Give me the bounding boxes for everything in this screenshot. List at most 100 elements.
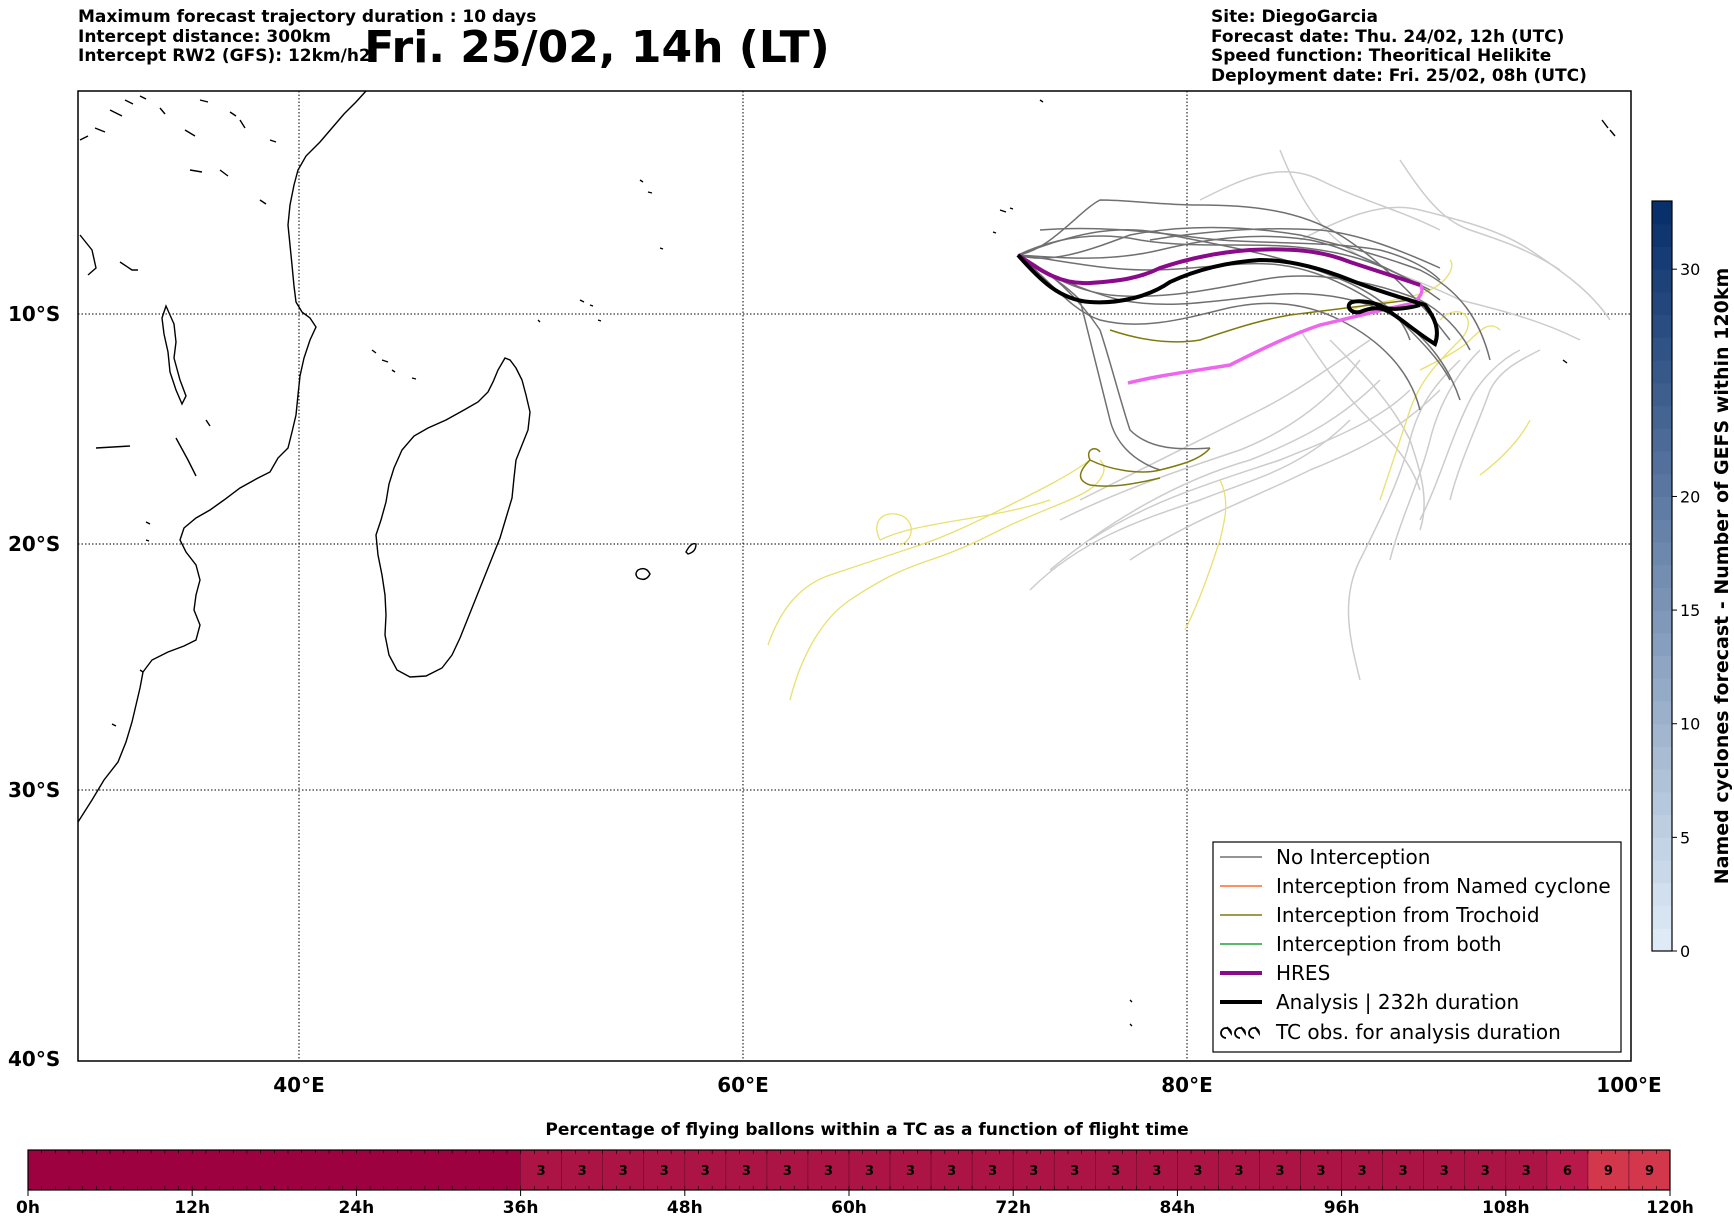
trochoid-track [1079, 447, 1211, 487]
lat-label-30s: 30°S [8, 778, 60, 802]
legend: No Interception Interception from Named … [1212, 841, 1622, 1053]
time-bar-value: 3 [1070, 1164, 1079, 1179]
colorbar-cell [1652, 473, 1672, 497]
colorbar-cell [1652, 428, 1672, 452]
madagascar-coastline [375, 357, 531, 678]
light-track [1299, 206, 1611, 321]
time-bar-cell [1423, 1149, 1466, 1191]
time-bar-value: 9 [1645, 1164, 1654, 1179]
colorbar-cells [1652, 201, 1672, 952]
time-bar-tick-label: 108h [1482, 1198, 1530, 1218]
light-track [1029, 419, 1351, 591]
lon-label-40e: 40°E [273, 1073, 325, 1097]
light-track [1199, 171, 1441, 231]
light-track [1389, 349, 1481, 561]
no-interception-track [1017, 254, 1211, 450]
time-bar-cell [1095, 1149, 1137, 1191]
light-track [1399, 159, 1561, 271]
time-bar-cell [1053, 1149, 1096, 1191]
colorbar-cell [1652, 564, 1672, 588]
time-bar-tick-label: 0h [16, 1198, 40, 1218]
time-bar-value: 6 [1563, 1164, 1572, 1179]
time-bar-title: Percentage of flying ballons within a TC… [545, 1120, 1188, 1140]
colorbar-cell [1652, 291, 1672, 316]
light-track [1079, 339, 1371, 501]
legend-label-named-cyclone: Interception from Named cyclone [1276, 874, 1611, 898]
time-bar-cells: 3 3 3 3 3 3 3 3 3 3 3 3 3 3 3 3 3 3 3 3 3 3 3 3 3 6 9 9 [27, 1149, 1671, 1191]
lon-label-80e: 80°E [1161, 1073, 1213, 1097]
no-interception-track [1017, 226, 1491, 361]
header-speed-function: Speed function: Theoritical Helikite [1211, 46, 1552, 66]
colorbar-tick-label: 15 [1680, 601, 1700, 620]
legend-label-no-interception: No Interception [1276, 845, 1430, 869]
colorbar-cell [1652, 837, 1672, 861]
yellow-track [876, 499, 1051, 546]
no-interception-track [1039, 227, 1441, 281]
colorbar-cell [1652, 610, 1672, 634]
time-bar-cell [889, 1149, 932, 1191]
time-bar-value: 3 [1276, 1164, 1285, 1179]
colorbar-cell [1652, 723, 1672, 747]
time-bar-tick-label: 84h [1160, 1198, 1196, 1218]
time-bar-value: 3 [1193, 1164, 1202, 1179]
header-duration: Maximum forecast trajectory duration : 1… [78, 7, 537, 27]
header-forecast-date: Forecast date: Thu. 24/02, 12h (UTC) [1211, 26, 1565, 47]
chagos-dots [992, 99, 1616, 234]
trochoid-interception-tracks [1079, 299, 1411, 487]
time-bar-cell [1341, 1149, 1383, 1191]
time-bar-value: 3 [537, 1164, 546, 1179]
light-track [1129, 389, 1441, 561]
time-bar-value: 3 [1029, 1164, 1038, 1179]
colorbar-cell [1652, 337, 1672, 361]
no-interception-track [1017, 254, 1461, 401]
time-bar-tick-label: 72h [995, 1198, 1031, 1218]
no-interception-track [1017, 254, 1451, 381]
colorbar-cell [1652, 201, 1672, 225]
colorbar-cell [1652, 814, 1672, 838]
yellow-track [789, 459, 1105, 701]
colorbar-label: Named cyclones forecast - Number of GEFS… [1711, 268, 1733, 885]
colorbar-cell [1652, 405, 1672, 429]
time-bar-value: 3 [1152, 1164, 1161, 1179]
page-title: Fri. 25/02, 14h (LT) [364, 22, 830, 73]
time-bar-value: 3 [578, 1164, 587, 1179]
colorbar-cell [1652, 632, 1672, 657]
time-bar-tick-label: 60h [831, 1198, 867, 1218]
time-bar-cell [1505, 1149, 1548, 1191]
colorbar-tick-label: 10 [1680, 715, 1700, 734]
legend-box [1212, 841, 1622, 1053]
colorbar-cell [1652, 382, 1672, 407]
small-islands-west [95, 359, 1568, 1027]
no-interception-track [1017, 254, 1421, 411]
time-bar-cell [1464, 1149, 1507, 1191]
light-track [1347, 359, 1461, 681]
colorbar-cell [1652, 246, 1672, 270]
hres-track [1016, 247, 1421, 287]
time-bar-value: 3 [1481, 1164, 1490, 1179]
colorbar-cell [1652, 701, 1672, 725]
header-site: Site: DiegoGarcia [1211, 7, 1378, 27]
time-bar-value: 9 [1604, 1164, 1613, 1179]
light-track [1329, 339, 1425, 531]
time-bar-value: 3 [906, 1164, 915, 1179]
seychelles-dots [537, 179, 664, 323]
no-interception-track [1149, 227, 1441, 269]
colorbar-tick-label: 5 [1680, 828, 1690, 847]
lon-label-100e: 100°E [1596, 1073, 1661, 1097]
colorbar-cell [1652, 678, 1672, 702]
colorbar-cell [1652, 882, 1672, 907]
yellow-track [1379, 311, 1469, 501]
time-bar-cell [1300, 1149, 1342, 1191]
time-bar-tick-label: 48h [667, 1198, 703, 1218]
no-interception-track [1017, 235, 1441, 301]
time-bar-cell [520, 1149, 562, 1191]
time-bar-value: 3 [1358, 1164, 1367, 1179]
header-intercept-rw2: Intercept RW2 (GFS): 12km/h2 [78, 46, 371, 66]
time-bar-value: 3 [1111, 1164, 1120, 1179]
lat-label-20s: 20°S [8, 532, 60, 556]
graticule [78, 91, 1631, 1061]
legend-label-tc-obs: TC obs. for analysis duration [1275, 1020, 1561, 1044]
time-bar-value: 3 [742, 1164, 751, 1179]
yellow-track [1479, 419, 1531, 476]
legend-label-analysis: Analysis | 232h duration [1276, 990, 1519, 1014]
